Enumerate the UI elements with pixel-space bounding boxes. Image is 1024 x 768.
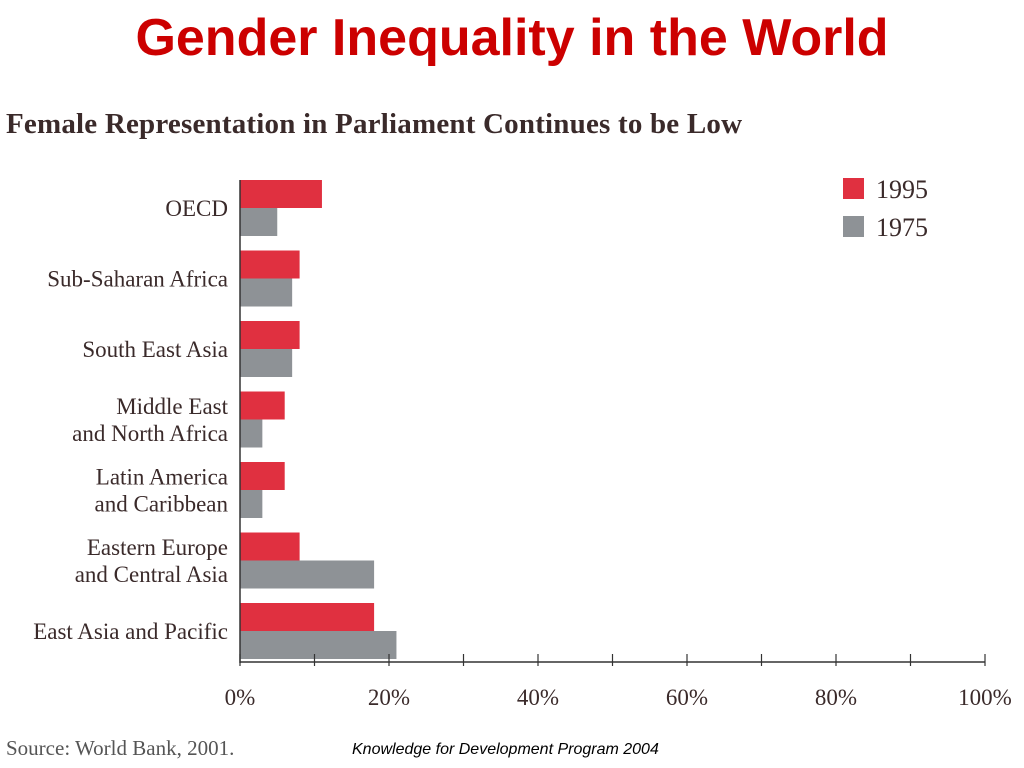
legend-swatch-1995: [843, 178, 864, 199]
category-label-0: OECD: [165, 196, 228, 221]
legend-label-1995: 1995: [876, 175, 928, 204]
bar-1975-6: [240, 631, 397, 659]
x-tick-label-100: 100%: [958, 685, 1012, 710]
category-label-1: Sub-Saharan Africa: [47, 267, 228, 292]
bar-1995-6: [240, 603, 375, 631]
legend: 1995 1975: [843, 175, 928, 242]
bar-1975-2: [240, 349, 293, 377]
x-axis: 0% 20% 40% 60% 80% 100%: [225, 180, 1012, 710]
category-label-2: South East Asia: [82, 337, 228, 362]
x-tick-label-20: 20%: [368, 685, 410, 710]
category-label-3-line1: and North Africa: [72, 421, 228, 446]
category-label-6: East Asia and Pacific: [33, 619, 228, 644]
bar-1995-1: [240, 250, 300, 279]
bar-1995-0: [240, 180, 322, 208]
x-tick-label-0: 0%: [225, 685, 256, 710]
category-label-5-line1: and Central Asia: [75, 562, 228, 587]
bar-1975-4: [240, 490, 263, 518]
category-label-5-line0: Eastern Europe: [87, 535, 228, 560]
bar-1975-5: [240, 560, 375, 589]
chart-title: Female Representation in Parliament Cont…: [6, 108, 743, 140]
category-label-3-line0: Middle East: [116, 394, 228, 419]
bar-1975-1: [240, 278, 293, 307]
bar-1995-5: [240, 532, 300, 561]
bars-layer: [240, 180, 397, 659]
legend-swatch-1975: [843, 216, 864, 237]
slide-title: Gender Inequality in the World: [135, 9, 889, 67]
bar-1975-0: [240, 208, 278, 236]
category-labels: OECD Sub-Saharan Africa South East Asia Mid…: [33, 196, 228, 644]
x-tick-label-80: 80%: [815, 685, 857, 710]
bar-1975-3: [240, 419, 263, 448]
category-label-4-line1: and Caribbean: [95, 492, 229, 517]
x-tick-label-40: 40%: [517, 685, 559, 710]
bar-1995-2: [240, 321, 300, 349]
footer-note: Knowledge for Development Program 2004: [352, 741, 659, 758]
legend-label-1975: 1975: [876, 213, 928, 242]
bar-1995-3: [240, 391, 285, 420]
source-note: Source: World Bank, 2001.: [6, 736, 235, 760]
category-label-4-line0: Latin America: [96, 465, 228, 490]
x-tick-label-60: 60%: [666, 685, 708, 710]
bar-1995-4: [240, 462, 285, 490]
